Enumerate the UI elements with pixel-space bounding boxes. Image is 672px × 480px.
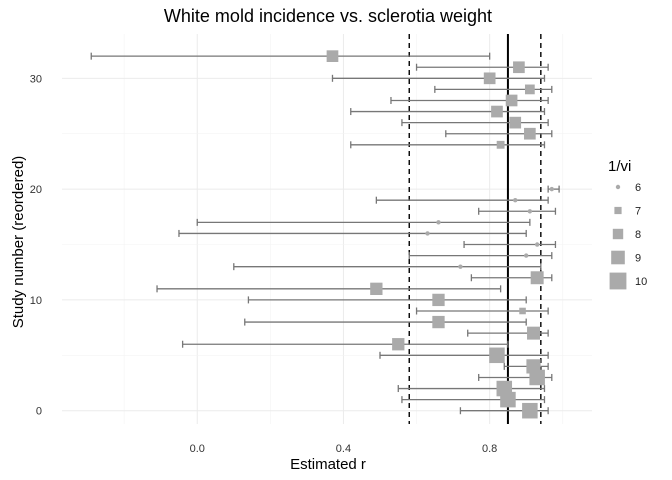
x-axis-ticks: 0.0 0.4 0.8 (190, 443, 498, 455)
legend-key (611, 250, 625, 265)
effect-point (522, 402, 538, 419)
effect-point (505, 94, 518, 107)
legend-label: 10 (635, 276, 647, 288)
effect-point (326, 50, 339, 62)
effect-point (432, 293, 445, 307)
y-tick-label: 30 (30, 73, 42, 85)
legend-title: 1/vi (608, 158, 631, 175)
grid-lines (62, 34, 592, 424)
x-tick-label: 0.4 (336, 443, 351, 455)
effect-point (491, 105, 503, 118)
effect-point (370, 282, 383, 295)
x-axis-title: Estimated r (290, 456, 366, 473)
y-tick-label: 20 (30, 184, 42, 196)
effect-point (483, 72, 496, 85)
effect-point (436, 220, 441, 225)
legend-key (609, 272, 627, 290)
x-tick-label: 0.8 (482, 443, 497, 455)
effect-point (530, 271, 544, 285)
effect-point (432, 315, 445, 329)
legend-label: 7 (635, 206, 641, 218)
effect-points (326, 50, 554, 419)
effect-point (524, 127, 536, 140)
effect-point (458, 264, 463, 269)
effect-point (513, 197, 518, 203)
effect-point (519, 307, 526, 315)
chart-title: White mold incidence vs. sclerotia weigh… (164, 6, 492, 26)
effect-point (534, 242, 540, 247)
effect-point (527, 326, 540, 340)
legend-key (612, 228, 624, 240)
effect-point (496, 380, 513, 397)
x-tick-label: 0.0 (190, 443, 205, 455)
effect-point (425, 231, 430, 236)
y-tick-label: 0 (36, 406, 42, 418)
confidence-intervals (90, 52, 560, 415)
effect-point (526, 359, 541, 374)
legend-key (615, 184, 621, 190)
legend-label: 6 (635, 182, 641, 194)
effect-point (549, 186, 554, 192)
y-tick-label: 10 (30, 295, 42, 307)
y-axis-title: Study number (reordered) (10, 156, 27, 329)
legend-label: 8 (635, 229, 641, 241)
legend-key (614, 206, 622, 215)
reference-lines (408, 34, 542, 424)
effect-point (496, 140, 505, 149)
effect-point (489, 347, 505, 364)
legend-items: 6 7 8 9 10 (609, 182, 647, 290)
effect-point (524, 84, 535, 95)
effect-point (529, 369, 545, 386)
effect-point (527, 209, 533, 214)
y-axis-ticks: 0 10 20 30 (30, 73, 42, 417)
effect-point (509, 116, 522, 129)
effect-point (524, 253, 529, 258)
effect-point (392, 338, 405, 351)
legend-label: 9 (635, 253, 641, 265)
effect-point (513, 61, 525, 74)
legend: 1/vi 6 7 8 9 10 (608, 158, 647, 290)
